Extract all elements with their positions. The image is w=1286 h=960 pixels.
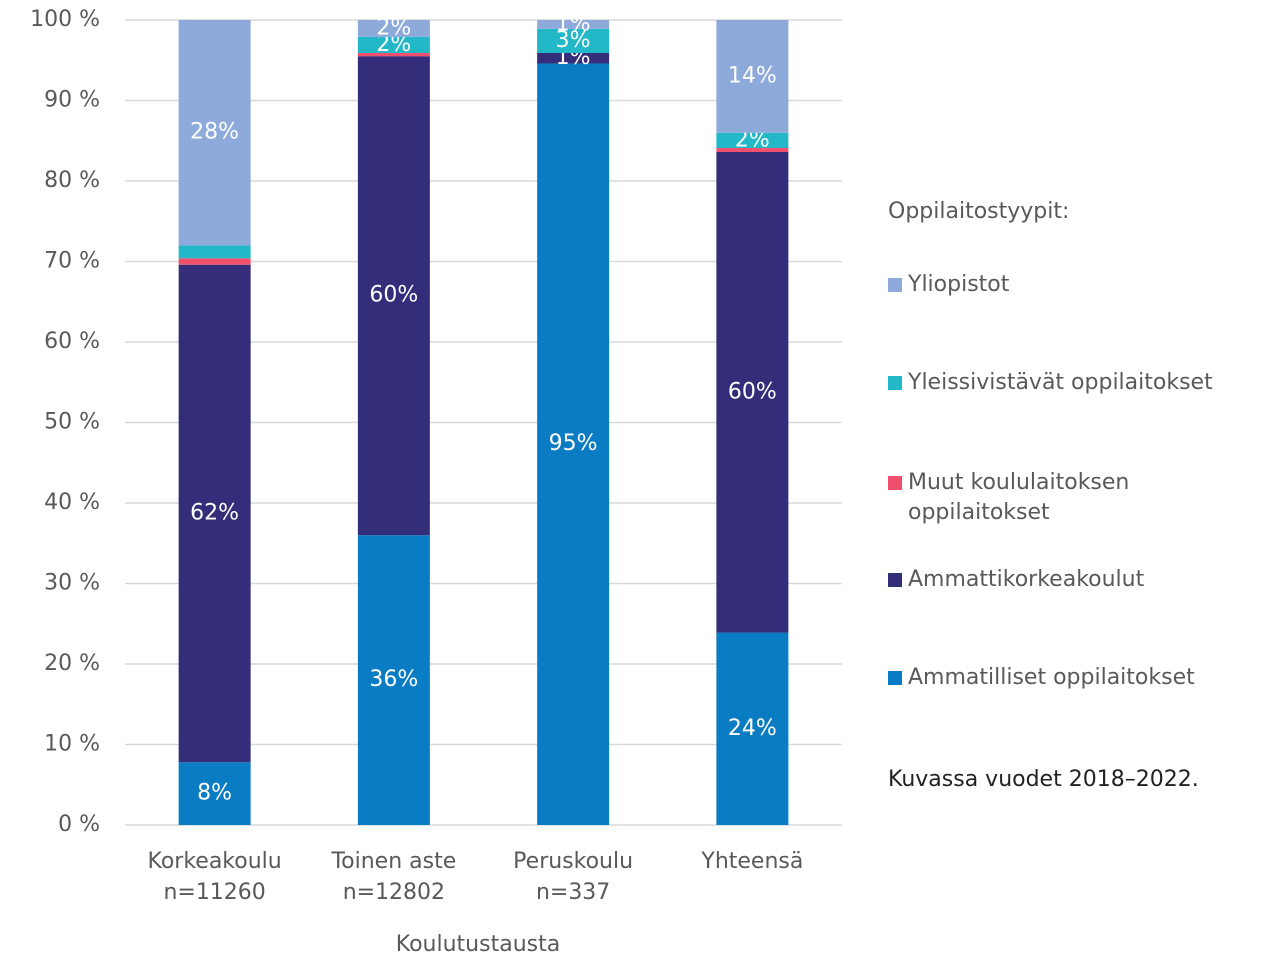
x-tick-label: Korkeakoulu — [148, 849, 282, 874]
bar-segment — [357, 56, 430, 536]
y-tick-label: 90 % — [44, 88, 100, 113]
y-tick-label: 40 % — [44, 490, 100, 515]
bar-segment — [716, 132, 789, 148]
bar-segment — [178, 264, 251, 763]
x-tick-label: Yhteensä — [700, 849, 803, 874]
y-tick-label: 70 % — [44, 249, 100, 274]
data-label: 95% — [549, 431, 598, 456]
bar-segment — [357, 20, 430, 37]
bar-segment — [178, 258, 251, 265]
data-label: 62% — [190, 500, 239, 525]
x-tick-label: Peruskoulu — [513, 849, 633, 874]
y-tick-label: 20 % — [44, 651, 100, 676]
bar-segment — [537, 20, 610, 29]
y-tick-label: 80 % — [44, 168, 100, 193]
legend-item: Muut koululaitoksen oppilaitokset — [888, 468, 1278, 528]
bar-segment — [716, 20, 789, 133]
legend-item: Yleissivistävät oppilaitokset — [888, 368, 1278, 398]
data-label: 8% — [197, 781, 232, 806]
bar-segment — [178, 245, 251, 259]
y-tick-label: 100 % — [30, 7, 100, 32]
legend-swatch — [888, 573, 902, 587]
bar-segment — [357, 53, 430, 57]
data-label: 14% — [728, 63, 777, 88]
legend-swatch — [888, 376, 902, 390]
x-axis-label: Koulutustausta — [396, 932, 560, 957]
bar-segment — [178, 762, 251, 825]
y-tick-label: 50 % — [44, 410, 100, 435]
note: Kuvassa vuodet 2018–2022. — [888, 767, 1199, 792]
bar-segment — [716, 147, 789, 153]
legend-item: Ammatilliset oppilaitokset — [888, 663, 1278, 693]
data-label: 60% — [369, 283, 418, 308]
y-tick-label: 0 % — [58, 812, 100, 837]
bar-segment — [537, 28, 610, 54]
bar-segment — [357, 36, 430, 54]
legend-label: Yliopistot — [908, 272, 1010, 297]
data-label: 28% — [190, 120, 239, 145]
y-tick-label: 30 % — [44, 571, 100, 596]
legend-title: Oppilaitostyypit: — [888, 199, 1070, 224]
legend-label: Ammatilliset oppilaitokset — [908, 665, 1195, 690]
legend-label: Yleissivistävät oppilaitokset — [908, 370, 1213, 395]
bar-segment — [357, 535, 430, 825]
legend-label: Muut koululaitoksen oppilaitokset — [908, 470, 1130, 525]
y-tick-label: 60 % — [44, 329, 100, 354]
data-label: 1% — [556, 11, 591, 36]
data-label: 24% — [728, 716, 777, 741]
data-label: 36% — [369, 667, 418, 692]
x-tick-label: Toinen aste — [330, 849, 456, 874]
legend-swatch — [888, 476, 902, 490]
data-label: 60% — [728, 379, 777, 404]
bar-segment — [178, 20, 251, 246]
data-label: 2% — [376, 15, 411, 40]
bar-segment — [716, 152, 789, 633]
x-tick-label: n=12802 — [343, 880, 445, 905]
legend-swatch — [888, 671, 902, 685]
bar-segment — [537, 63, 610, 826]
legend-swatch — [888, 278, 902, 292]
legend-item: Yliopistot — [888, 270, 1278, 300]
data-label: 3% — [556, 28, 591, 53]
x-tick-label: n=11260 — [163, 880, 265, 905]
legend-label: Ammattikorkeakoulut — [908, 567, 1145, 592]
y-tick-label: 10 % — [44, 732, 100, 757]
legend-item: Ammattikorkeakoulut — [888, 565, 1278, 595]
bar-segment — [537, 53, 610, 64]
bar-segment — [716, 632, 789, 825]
x-tick-label: n=337 — [536, 880, 610, 905]
